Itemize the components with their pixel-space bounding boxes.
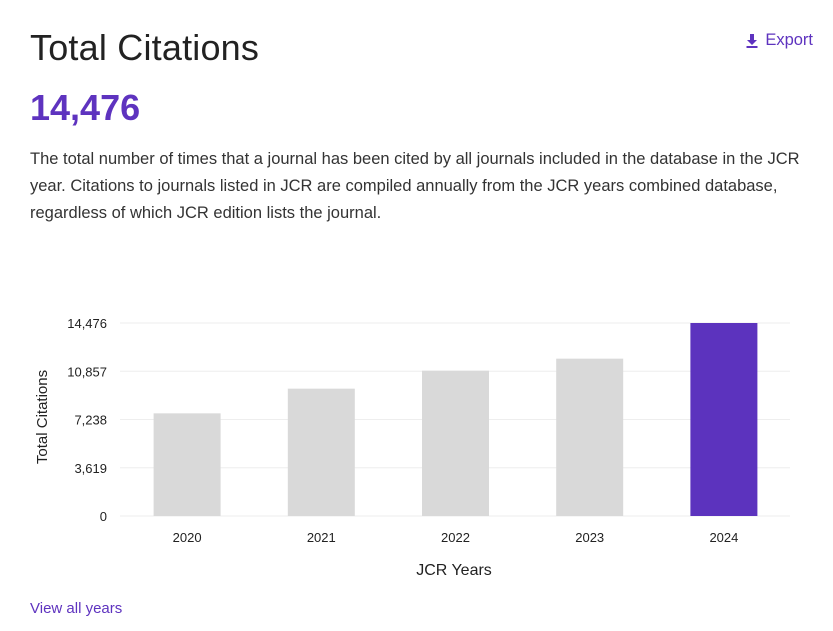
y-axis-title: Total Citations [34,370,51,464]
y-tick-label: 10,857 [67,364,107,379]
view-all-years-link[interactable]: View all years [30,600,123,617]
citations-chart: 0 3,619 7,238 10,857 14,476 2020 2021 2022 2023… [0,290,833,595]
bar-2021[interactable] [287,388,355,516]
x-tick-label: 2021 [307,530,336,545]
bar-2024[interactable] [690,323,758,516]
x-tick-label: 2020 [173,530,202,545]
y-tick-label: 7,238 [74,413,107,428]
bar-2022[interactable] [422,370,489,516]
x-axis-title: JCR Years [416,562,492,579]
x-tick-label: 2022 [441,530,470,545]
download-icon [745,33,759,49]
y-tick-label: 0 [100,509,107,524]
y-axis-ticks: 0 3,619 7,238 10,857 14,476 [67,316,107,524]
total-citations-value: 14,476 [30,87,141,128]
bar-2020[interactable] [153,413,221,516]
citations-bar-chart: 0 3,619 7,238 10,857 14,476 2020 2021 2022 2023… [34,316,790,579]
metric-description: The total number of times that a journal… [30,150,800,222]
page-title: Total Citations [30,27,260,68]
x-tick-label: 2024 [709,530,738,545]
x-tick-label: 2023 [575,530,604,545]
export-button[interactable]: Export [745,31,813,50]
y-tick-label: 3,619 [74,461,107,476]
export-label: Export [765,31,813,49]
bar-2023[interactable] [556,358,624,516]
y-tick-label: 14,476 [67,316,107,331]
bars [153,323,758,516]
x-axis-ticks: 2020 2021 2022 2023 2024 [173,530,739,545]
